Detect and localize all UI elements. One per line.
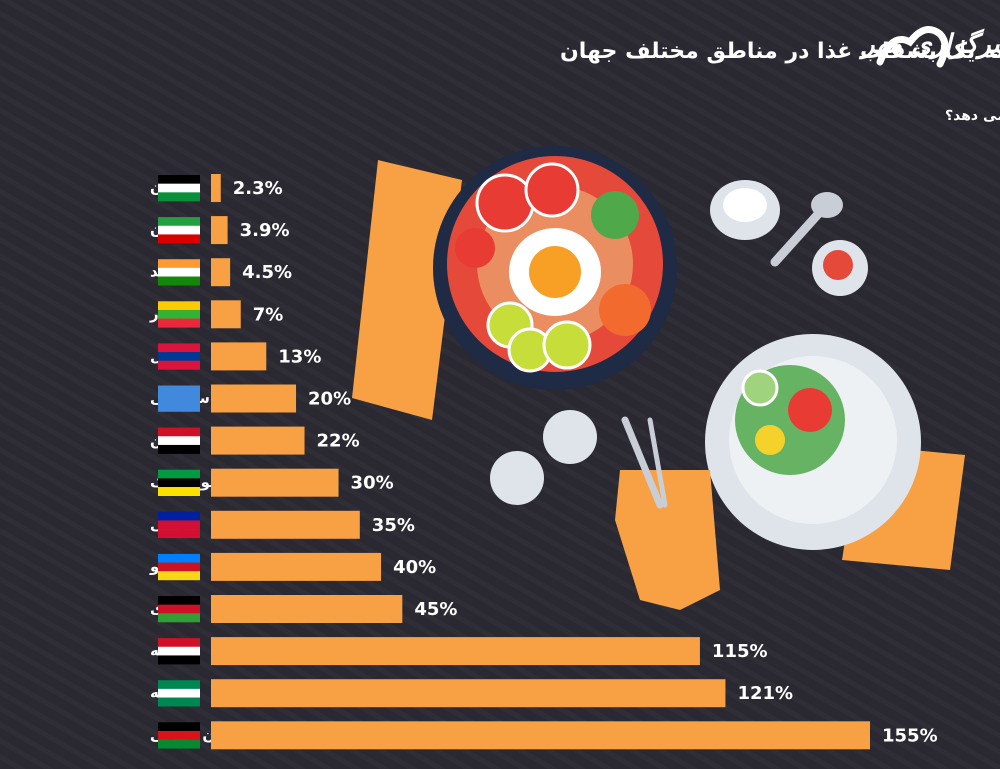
flag-stripe — [158, 301, 200, 311]
value-label: 115% — [712, 641, 768, 662]
flag-stripe — [158, 352, 200, 362]
value-label: 35% — [372, 515, 415, 536]
food-illustration — [352, 146, 965, 610]
flag-stripe — [158, 436, 200, 446]
flag-stripe — [158, 276, 200, 286]
flag-stripe — [158, 688, 200, 698]
bar — [211, 174, 221, 202]
bar — [211, 721, 870, 750]
bar — [211, 342, 267, 371]
chart-title: هزینه یک بشقاب غذا در مناطق مختلف جهان — [560, 39, 1000, 64]
flag-stripe — [158, 217, 200, 227]
bar — [211, 300, 241, 329]
flag-stripe — [158, 739, 200, 749]
value-label: 3.9% — [240, 220, 290, 241]
bar — [211, 552, 382, 581]
flag-stripe — [158, 478, 200, 488]
spoon-head — [811, 192, 843, 218]
napkin — [615, 470, 720, 610]
flag-stripe — [158, 343, 200, 353]
value-label: 40% — [393, 557, 436, 578]
bar — [211, 258, 231, 287]
flag-stripe — [158, 680, 200, 690]
value-label: 20% — [308, 389, 351, 410]
cucumber — [741, 369, 779, 407]
pepper — [755, 425, 785, 455]
herbs — [591, 191, 639, 239]
bar — [211, 595, 403, 623]
flag-stripe — [158, 730, 200, 740]
bar — [211, 216, 228, 245]
value-label: 155% — [882, 725, 938, 746]
flag-stripe — [158, 613, 200, 623]
flag-stripe — [158, 553, 200, 563]
bar — [211, 510, 360, 539]
flag-stripe — [158, 192, 200, 202]
flag-stripe — [158, 604, 200, 614]
flag-stripe — [158, 360, 200, 370]
sauce — [823, 250, 853, 280]
flag-stripe — [158, 529, 200, 539]
logo-mark — [876, 26, 949, 68]
value-label: 45% — [414, 599, 457, 620]
flag-stripe — [158, 444, 200, 454]
flag-stripe — [158, 638, 200, 648]
flag-stripe — [158, 655, 200, 665]
bar — [211, 468, 339, 497]
flag-stripe — [158, 385, 200, 395]
value-label: 121% — [737, 683, 793, 704]
flag-stripe — [158, 596, 200, 605]
value-label: 30% — [351, 473, 394, 494]
flag-stripe — [158, 318, 200, 328]
flag-stripe — [158, 427, 200, 437]
chart-subtitle: مواد اولیه یک بشقاب غذای متوسط، چند درصد… — [945, 106, 1000, 124]
flag-stripe — [158, 183, 200, 193]
pepper-shaker — [490, 451, 544, 505]
tomato — [788, 388, 832, 432]
bar — [211, 679, 726, 708]
flag-stripe — [158, 259, 200, 269]
flag-stripe — [158, 571, 200, 581]
tomato — [524, 162, 580, 218]
bars: اردن2.3%ایران3.9%هند4.5%میانمار7%نپال13%… — [149, 174, 938, 750]
value-label: 2.3% — [233, 178, 283, 199]
egg-yolk — [529, 246, 581, 298]
flag-stripe — [158, 309, 200, 319]
tomato — [455, 228, 495, 268]
flag-stripe — [158, 697, 200, 707]
flag-stripe — [158, 469, 200, 479]
knife — [621, 416, 664, 509]
value-label: 13% — [278, 346, 321, 367]
flag-stripe — [158, 234, 200, 244]
flag-stripe — [158, 562, 200, 572]
value-label: 4.5% — [242, 262, 292, 283]
spoon — [770, 207, 825, 267]
flag-stripe — [158, 394, 200, 404]
flag-stripe — [158, 175, 200, 184]
tomato — [475, 173, 535, 233]
value-label: 22% — [317, 431, 360, 452]
logo-text: خبرگزاری مهر — [858, 28, 1000, 60]
flag-stripe — [158, 646, 200, 656]
flag-stripe — [158, 225, 200, 235]
caviar — [599, 284, 651, 336]
flag-stripe — [158, 722, 200, 732]
cup-milk — [723, 188, 767, 222]
fork — [647, 417, 668, 508]
flag-stripe — [158, 487, 200, 496]
salt-shaker — [543, 410, 597, 464]
bar — [211, 637, 700, 666]
bar — [211, 426, 305, 455]
flag-stripe — [158, 402, 200, 412]
flag-stripe — [158, 511, 200, 521]
flag-stripe — [158, 520, 200, 530]
value-label: 7% — [253, 304, 284, 325]
lime — [542, 320, 592, 370]
flag-stripe — [158, 267, 200, 277]
bar — [211, 384, 297, 413]
logo: خبرگزاری مهر — [858, 26, 1000, 68]
placemat — [352, 160, 462, 420]
